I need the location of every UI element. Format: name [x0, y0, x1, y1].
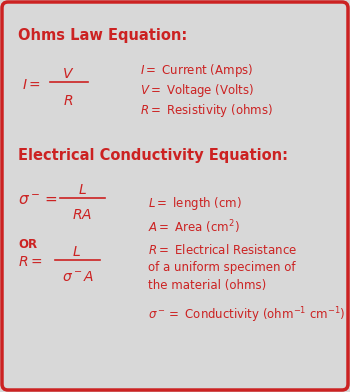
Text: $\sigma^-=$ Conductivity (ohm$^{-1}$ cm$^{-1}$): $\sigma^-=$ Conductivity (ohm$^{-1}$ cm$…	[148, 305, 345, 325]
Text: $A=$ Area (cm$^2$): $A=$ Area (cm$^2$)	[148, 218, 240, 236]
Text: $\mathit{L}=$ length (cm): $\mathit{L}=$ length (cm)	[148, 195, 242, 212]
Text: $R=$: $R=$	[18, 255, 42, 269]
Text: Electrical Conductivity Equation:: Electrical Conductivity Equation:	[18, 148, 288, 163]
Text: the material (ohms): the material (ohms)	[148, 279, 266, 292]
Text: $\sigma^-=$: $\sigma^-=$	[18, 192, 58, 207]
Text: $\mathit{I}=$: $\mathit{I}=$	[22, 78, 41, 92]
Text: $I=$ Current (Amps): $I=$ Current (Amps)	[140, 62, 253, 79]
Text: $V$: $V$	[62, 67, 74, 81]
Text: $R=$ Electrical Resistance: $R=$ Electrical Resistance	[148, 243, 297, 257]
Text: $L$: $L$	[71, 245, 80, 259]
Text: $L$: $L$	[78, 183, 86, 197]
Text: Ohms Law Equation:: Ohms Law Equation:	[18, 28, 187, 43]
Text: $R$: $R$	[63, 94, 73, 108]
Text: $V=$ Voltage (Volts): $V=$ Voltage (Volts)	[140, 82, 254, 99]
Text: $RA$: $RA$	[72, 208, 92, 222]
Text: OR: OR	[18, 238, 37, 251]
Text: $R=$ Resistivity (ohms): $R=$ Resistivity (ohms)	[140, 102, 273, 119]
Text: $\sigma^-A$: $\sigma^-A$	[62, 270, 94, 284]
FancyBboxPatch shape	[2, 2, 348, 390]
Text: of a uniform specimen of: of a uniform specimen of	[148, 261, 295, 274]
